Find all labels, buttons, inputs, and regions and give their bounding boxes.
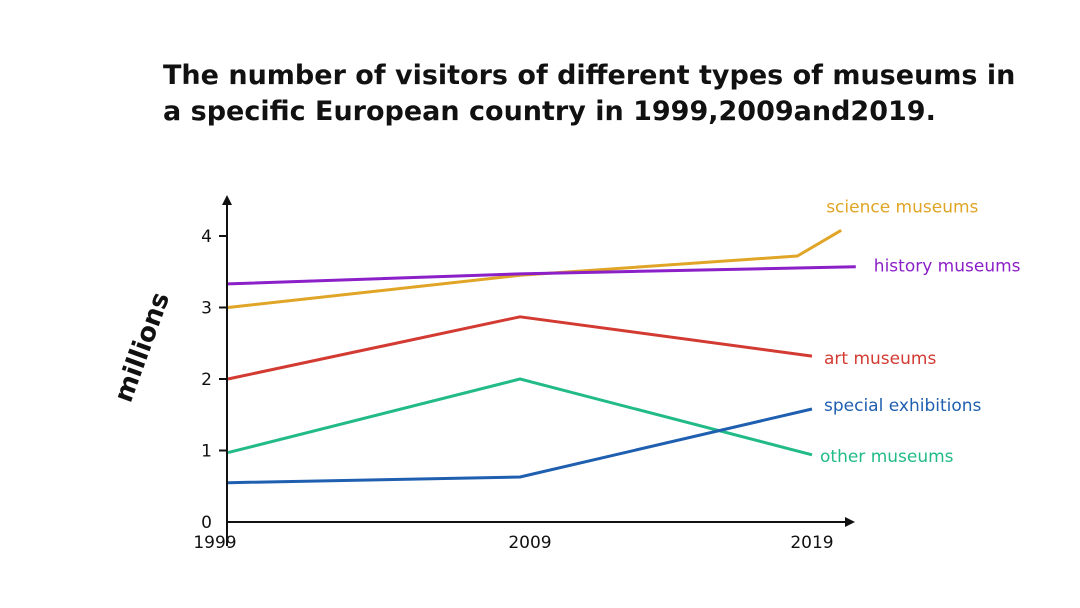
series-label: other museums bbox=[820, 447, 954, 467]
y-axis-label: millions bbox=[109, 288, 176, 406]
y-tick-label: 2 bbox=[201, 370, 212, 390]
x-tick-label: 2009 bbox=[508, 533, 551, 553]
series-line bbox=[227, 265, 856, 286]
chart-title: The number of visitors of different type… bbox=[163, 58, 1043, 130]
title-line-2: a specific European country in 1999,2009… bbox=[163, 96, 936, 127]
y-tick-label: 4 bbox=[201, 227, 212, 247]
x-tick-label: 2019 bbox=[790, 533, 833, 553]
series-line bbox=[227, 377, 813, 457]
x-tick-group: 1999 2009 2019 bbox=[193, 533, 833, 553]
series-group bbox=[227, 229, 856, 485]
series-line bbox=[227, 315, 813, 381]
series-label: history museums bbox=[874, 257, 1021, 277]
series-label: science museums bbox=[826, 197, 978, 217]
y-tick-label: 0 bbox=[201, 513, 212, 533]
y-tick-label: 1 bbox=[201, 442, 212, 462]
y-tick-group: 0 1 2 3 4 bbox=[201, 227, 227, 533]
series-line bbox=[227, 229, 842, 309]
series-label: art museums bbox=[824, 349, 936, 369]
series-label-group: science museums history museums art museum… bbox=[820, 197, 1021, 467]
title-line-1: The number of visitors of different type… bbox=[163, 60, 1016, 91]
x-tick-label: 1999 bbox=[193, 533, 236, 553]
y-tick-label: 3 bbox=[201, 299, 212, 319]
series-line bbox=[227, 407, 813, 485]
series-label: special exhibitions bbox=[824, 396, 982, 416]
